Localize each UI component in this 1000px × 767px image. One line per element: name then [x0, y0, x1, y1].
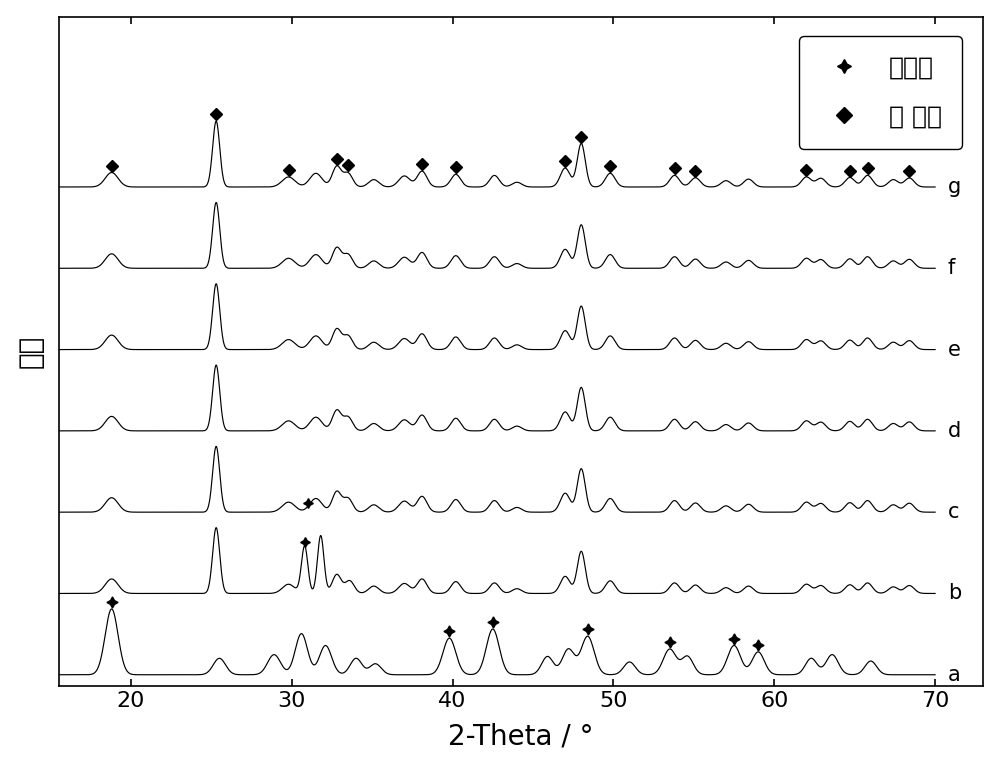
Text: c: c — [948, 502, 959, 522]
Text: b: b — [948, 584, 961, 604]
Y-axis label: 强度: 强度 — [17, 335, 45, 368]
Legend: 单斜相, 四 方相: 单斜相, 四 方相 — [799, 36, 962, 149]
Text: a: a — [948, 665, 961, 685]
Text: g: g — [948, 177, 961, 197]
Text: d: d — [948, 421, 961, 441]
Text: e: e — [948, 340, 961, 360]
X-axis label: 2-Theta / °: 2-Theta / ° — [448, 723, 594, 750]
Text: f: f — [948, 258, 955, 278]
